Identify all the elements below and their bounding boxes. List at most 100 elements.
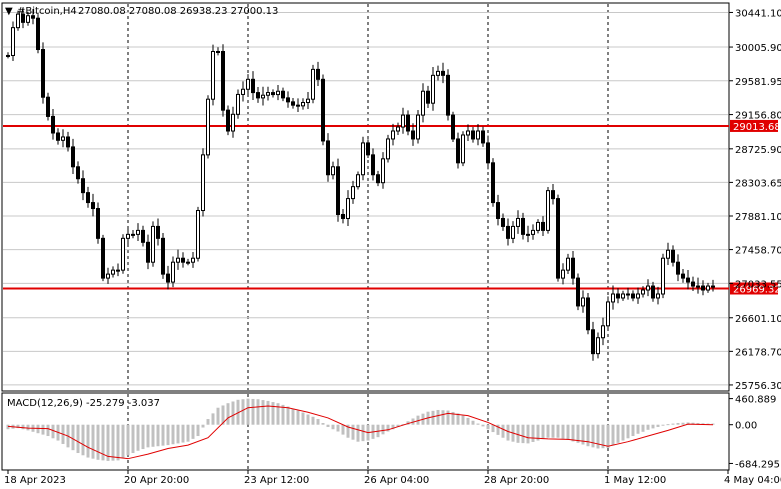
macd-histogram-bar — [71, 424, 75, 451]
candle-body — [81, 178, 85, 194]
price-tick-label: 27881.10 — [735, 212, 781, 223]
candle-body — [456, 138, 460, 164]
macd-histogram-bar — [176, 424, 180, 444]
candle-body — [686, 277, 690, 283]
candle-body — [331, 166, 335, 176]
candle-body — [561, 269, 565, 279]
candle-body — [591, 329, 595, 355]
macd-histogram-bar — [101, 424, 105, 461]
macd-histogram-bar — [471, 420, 475, 425]
macd-histogram-bar — [361, 424, 365, 442]
macd-histogram-bar — [331, 424, 335, 430]
candle-body — [621, 293, 625, 299]
level-tag — [730, 282, 778, 295]
candle-body — [326, 140, 330, 176]
level-tag-label: 29013.68 — [733, 122, 781, 133]
macd-histogram-bar — [536, 424, 540, 441]
macd-histogram-bar — [616, 424, 620, 443]
macd-histogram-bar — [121, 424, 125, 458]
candle-body — [596, 337, 600, 355]
macd-values: -25.279 -3.037 — [86, 398, 160, 409]
macd-histogram-bar — [441, 410, 445, 425]
time-tick-label: 26 Apr 04:00 — [364, 475, 429, 486]
candle-body — [171, 261, 175, 283]
macd-histogram-bar — [186, 424, 190, 442]
candle-body — [26, 15, 30, 23]
macd-histogram-bar — [201, 424, 205, 428]
macd-histogram-bar — [226, 403, 230, 425]
macd-histogram-bar — [146, 424, 150, 448]
macd-histogram-bar — [691, 422, 695, 425]
candle-body — [251, 78, 255, 94]
time-tick-label: 4 May 04:00 — [724, 475, 781, 486]
macd-histogram-bar — [336, 424, 340, 432]
macd-histogram-bar — [316, 419, 320, 425]
macd-histogram-bar — [151, 424, 155, 447]
macd-histogram-bar — [631, 424, 635, 437]
macd-histogram-bar — [221, 405, 225, 425]
macd-label: MACD(12,26,9) — [7, 398, 83, 409]
macd-histogram-bar — [136, 424, 140, 451]
price-tick-label: 29581.95 — [735, 77, 781, 88]
candle-body — [701, 285, 705, 291]
candle-body — [311, 68, 315, 100]
macd-histogram-bar — [501, 424, 505, 438]
macd-histogram-bar — [171, 424, 175, 445]
macd-histogram-bar — [131, 424, 135, 454]
candle-body — [446, 74, 450, 116]
candle-body — [181, 257, 185, 263]
macd-histogram-bar — [646, 424, 650, 430]
candle-body — [61, 136, 65, 141]
macd-histogram-bar — [506, 424, 510, 441]
macd-histogram-bar — [311, 416, 315, 425]
price-tick-label: 27458.70 — [735, 246, 781, 257]
macd-histogram-bar — [516, 424, 520, 443]
candle-body — [316, 68, 320, 80]
macd-histogram-bar — [626, 424, 630, 439]
candle-body — [586, 297, 590, 331]
macd-tick-label: 460.889 — [735, 395, 776, 406]
candle-body — [601, 325, 605, 339]
macd-histogram-bar — [306, 414, 310, 425]
macd-histogram-bar — [641, 424, 645, 432]
candle-body — [651, 285, 655, 299]
macd-histogram-bar — [571, 424, 575, 442]
time-tick-label: 23 Apr 12:00 — [244, 475, 309, 486]
candle-body — [606, 301, 610, 327]
price-tick-label: 29156.80 — [735, 111, 781, 122]
macd-histogram-bar — [696, 423, 700, 425]
macd-histogram-bar — [551, 424, 555, 438]
macd-histogram-bar — [326, 424, 330, 427]
price-tick-label: 26601.10 — [735, 314, 781, 325]
macd-histogram-bar — [216, 407, 220, 425]
candle-body — [56, 132, 60, 141]
candle-body — [341, 213, 345, 219]
macd-histogram-bar — [381, 424, 385, 435]
macd-histogram-bar — [431, 410, 435, 425]
candle-body — [186, 261, 190, 264]
macd-histogram-bar — [281, 404, 285, 425]
macd-histogram-bar — [546, 424, 550, 438]
candle-body — [76, 166, 80, 180]
macd-histogram-bar — [676, 423, 680, 425]
macd-histogram-bar — [36, 424, 40, 434]
macd-histogram-bar — [81, 424, 85, 456]
price-tick-label: 25756.30 — [735, 381, 781, 392]
macd-histogram-bar — [76, 424, 80, 454]
candle-body — [396, 126, 400, 132]
candle-body — [616, 293, 620, 299]
candle-body — [566, 257, 570, 271]
macd-histogram-bar — [156, 424, 160, 447]
macd-histogram-bar — [656, 424, 660, 427]
candle-body — [461, 134, 465, 164]
candle-body — [96, 208, 100, 239]
macd-histogram-bar — [666, 424, 670, 426]
candle-body — [486, 142, 490, 164]
candle-body — [371, 154, 375, 176]
candle-body — [611, 293, 615, 303]
candle-body — [646, 285, 650, 291]
macd-histogram-bar — [266, 400, 270, 425]
macd-histogram-bar — [526, 424, 530, 444]
macd-histogram-bar — [591, 424, 595, 448]
candle-body — [356, 174, 360, 188]
